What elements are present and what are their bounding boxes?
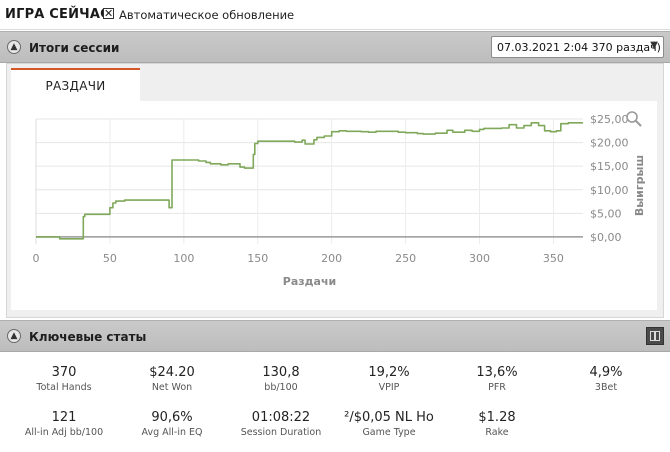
stat-label: 3Bet <box>594 382 618 393</box>
stat-label: Game Type <box>362 427 416 438</box>
y-tick-label: $5,00 <box>590 207 622 220</box>
columns-icon[interactable] <box>646 327 664 345</box>
stat-game-type: ²/$0,05 NL Ho Game Type <box>334 410 444 438</box>
graph-panel: РАЗДАЧИ 0 50 100 150 200 250 300 350 $0,00 $5,00 $… <box>6 63 664 341</box>
app-title: ИГРА СЕЙЧАС <box>5 7 110 22</box>
session-select-value: 07.03.2021 2:04 370 раздач) <box>497 41 661 54</box>
session-section-title: Итоги сессии <box>29 41 120 55</box>
stat-3bet: 4,9% 3Bet <box>551 365 661 393</box>
x-tick-label: 300 <box>469 252 490 265</box>
stat-net-won: $24.20 Net Won <box>117 365 227 393</box>
chevron-up-circle-icon[interactable]: ▲ <box>7 329 21 343</box>
x-tick-label: 0 <box>33 252 40 265</box>
x-axis-label: Раздачи <box>283 275 336 288</box>
stat-label: PFR <box>488 382 506 393</box>
stat-vpip: 19,2% VPIP <box>334 365 444 393</box>
stat-allin-adj: 121 All-in Adj bb/100 <box>9 410 119 438</box>
x-tick-label: 250 <box>395 252 416 265</box>
chart-area: 0 50 100 150 200 250 300 350 $0,00 $5,00 $10,00 $15… <box>11 101 657 341</box>
y-tick-label: $15,00 <box>590 160 629 173</box>
y-axis-label: Выигрыш <box>633 155 646 216</box>
stat-label: Session Duration <box>240 427 322 438</box>
y-tick-label: $0,00 <box>590 231 622 244</box>
stat-label: All-in Adj bb/100 <box>24 427 104 438</box>
x-tick-label: 50 <box>103 252 117 265</box>
chevron-down-icon: ▼ <box>650 40 658 51</box>
key-stats-title: Ключевые статы <box>29 330 147 344</box>
auto-update-label[interactable]: Автоматическое обновление <box>119 8 295 22</box>
stat-pfr: 13,6% PFR <box>442 365 552 393</box>
stat-value: 130,8 <box>262 365 300 380</box>
stat-label: Net Won <box>151 382 193 393</box>
key-stats-grid: 370 Total Hands $24.20 Net Won 130,8 bb/… <box>0 352 670 452</box>
stat-rake: $1.28 Rake <box>442 410 552 438</box>
winnings-chart: 0 50 100 150 200 250 300 350 $0,00 $5,00 $10,00 $15… <box>33 111 646 288</box>
stat-label: VPIP <box>378 382 400 393</box>
stat-value: $1.28 <box>478 410 516 425</box>
y-tick-label: $10,00 <box>590 184 629 197</box>
stat-value: 01:08:22 <box>251 410 311 425</box>
session-section-header: ▲ Итоги сессии 07.03.2021 2:04 370 разда… <box>0 31 670 63</box>
stat-bb100: 130,8 bb/100 <box>226 365 336 393</box>
y-tick-label: $25,00 <box>590 113 629 126</box>
chevron-up-circle-icon[interactable]: ▲ <box>7 40 21 54</box>
x-tick-label: 150 <box>247 252 268 265</box>
stat-label: Total Hands <box>36 382 92 393</box>
tab-hands-label: РАЗДАЧИ <box>45 79 106 93</box>
stat-value: 13,6% <box>476 365 518 380</box>
x-tick-label: 200 <box>321 252 342 265</box>
top-bar: ИГРА СЕЙЧАС ✕ Автоматическое обновление <box>0 0 670 30</box>
stat-avg-allin-eq: 90,6% Avg All-in EQ <box>117 410 227 438</box>
x-tick-label: 350 <box>543 252 564 265</box>
winnings-series-line <box>36 122 583 240</box>
stat-value: 121 <box>51 410 77 425</box>
key-stats-header: ▲ Ключевые статы <box>0 320 670 352</box>
stat-value: 4,9% <box>589 365 623 380</box>
stat-value: $24.20 <box>149 365 195 380</box>
magnifier-icon[interactable] <box>626 111 642 127</box>
stat-total-hands: 370 Total Hands <box>9 365 119 393</box>
stat-label: Avg All-in EQ <box>141 427 203 438</box>
stat-value: 19,2% <box>368 365 410 380</box>
stat-value: 90,6% <box>151 410 193 425</box>
stat-value: ²/$0,05 NL Ho <box>344 410 434 425</box>
stat-label: Rake <box>485 427 509 438</box>
tab-hands[interactable]: РАЗДАЧИ <box>11 68 140 101</box>
x-tick-label: 100 <box>173 252 194 265</box>
auto-update-checkbox[interactable]: ✕ <box>103 7 114 20</box>
session-select[interactable]: 07.03.2021 2:04 370 раздач) ▼ <box>491 36 664 58</box>
stat-value: 370 <box>51 365 77 380</box>
stat-session-duration: 01:08:22 Session Duration <box>226 410 336 438</box>
y-tick-label: $20,00 <box>590 137 629 150</box>
stat-label: bb/100 <box>264 382 298 393</box>
